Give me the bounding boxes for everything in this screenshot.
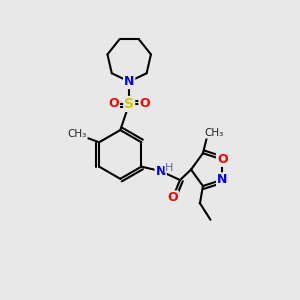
Text: O: O xyxy=(108,98,119,110)
Text: N: N xyxy=(217,173,227,186)
Text: CH₃: CH₃ xyxy=(204,128,224,138)
Text: N: N xyxy=(155,165,166,178)
Text: H: H xyxy=(165,163,173,172)
Text: S: S xyxy=(124,97,134,111)
Text: N: N xyxy=(124,75,134,88)
Text: CH₃: CH₃ xyxy=(68,129,87,139)
Text: O: O xyxy=(139,98,150,110)
Text: O: O xyxy=(217,153,227,166)
Text: O: O xyxy=(167,191,178,204)
